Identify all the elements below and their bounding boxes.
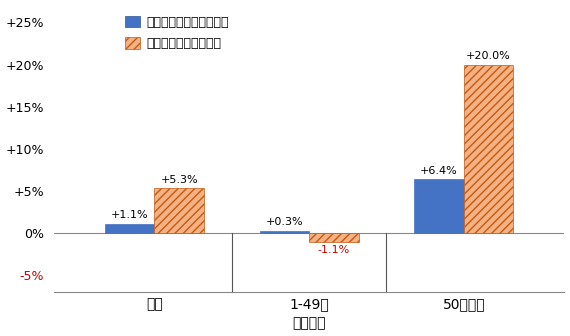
Text: +5.3%: +5.3% bbox=[160, 175, 198, 185]
Bar bbox=[154, 188, 204, 233]
Text: +20.0%: +20.0% bbox=[466, 51, 511, 61]
Bar bbox=[309, 233, 359, 242]
Bar bbox=[414, 179, 464, 233]
Text: -1.1%: -1.1% bbox=[317, 245, 350, 255]
Text: +1.1%: +1.1% bbox=[111, 210, 148, 220]
Text: +0.3%: +0.3% bbox=[266, 217, 303, 227]
Bar bbox=[105, 224, 154, 233]
Bar bbox=[259, 230, 309, 233]
X-axis label: 企業規模: 企業規模 bbox=[292, 317, 326, 330]
Bar bbox=[464, 65, 514, 233]
Legend: 他企業との共同出願あり, 大学との共同出願あり: 他企業との共同出願あり, 大学との共同出願あり bbox=[121, 12, 233, 54]
Text: +6.4%: +6.4% bbox=[420, 166, 458, 176]
